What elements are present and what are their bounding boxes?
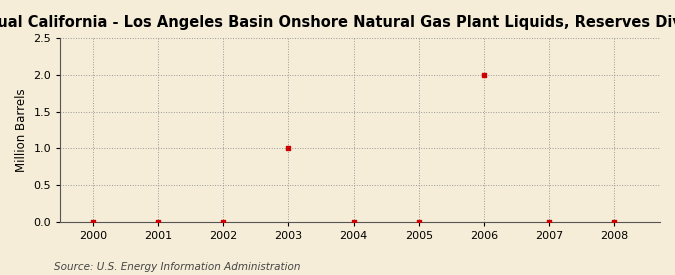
Text: Source: U.S. Energy Information Administration: Source: U.S. Energy Information Administ… bbox=[54, 262, 300, 272]
Y-axis label: Million Barrels: Million Barrels bbox=[15, 88, 28, 172]
Point bbox=[348, 219, 359, 224]
Point bbox=[283, 146, 294, 150]
Point bbox=[479, 73, 489, 77]
Point bbox=[88, 219, 99, 224]
Point bbox=[218, 219, 229, 224]
Point bbox=[413, 219, 424, 224]
Title: Annual California - Los Angeles Basin Onshore Natural Gas Plant Liquids, Reserve: Annual California - Los Angeles Basin On… bbox=[0, 15, 675, 30]
Point bbox=[609, 219, 620, 224]
Point bbox=[153, 219, 163, 224]
Point bbox=[544, 219, 555, 224]
